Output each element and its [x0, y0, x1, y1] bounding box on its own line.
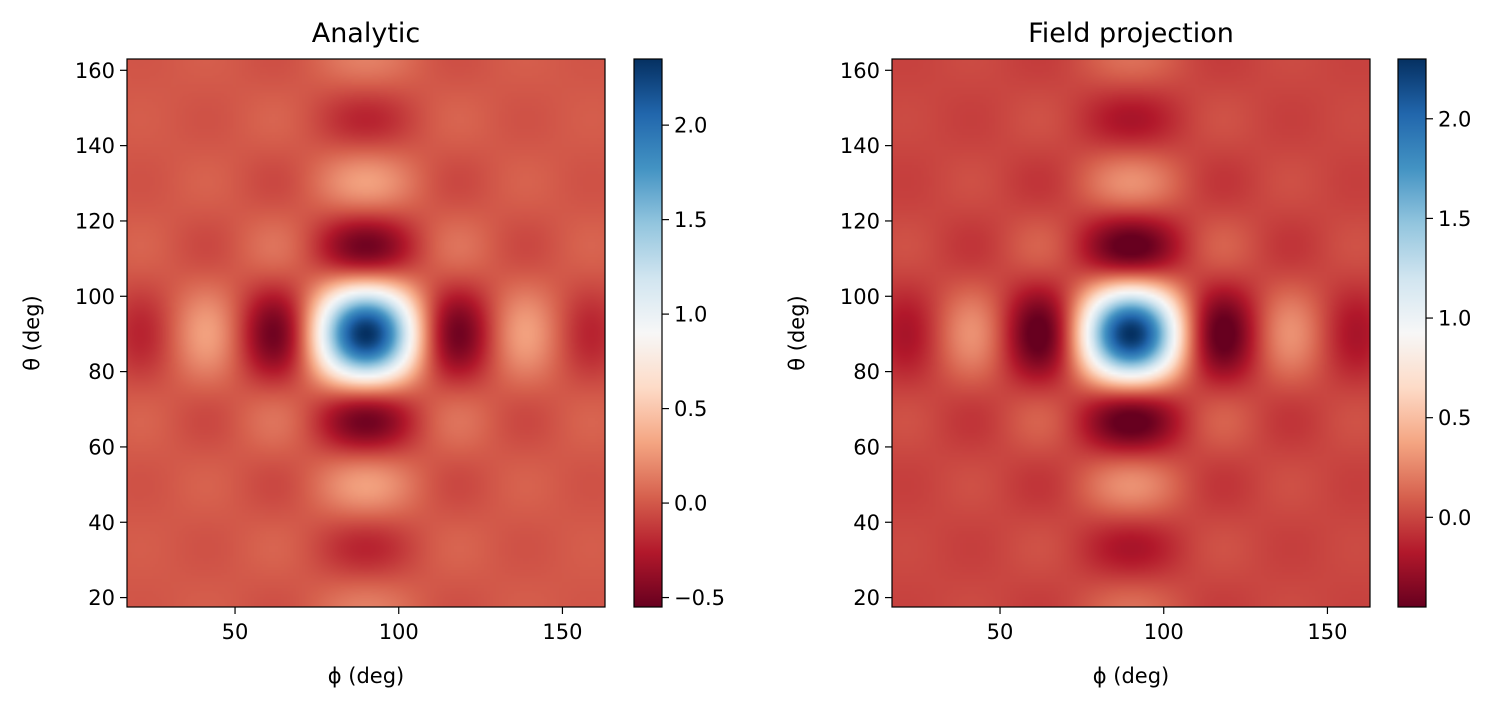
colorbar-tick-label: −0.5 — [674, 586, 725, 610]
heatmap-panel: Analytic 50 100 150 20 40 60 80 100 120 140 160 ϕ (d… — [20, 18, 725, 688]
heatmap-image — [892, 59, 1370, 607]
chart-title: Analytic — [312, 18, 421, 49]
y-tick-label: 160 — [75, 59, 115, 83]
y-tick-label: 80 — [88, 360, 115, 384]
colorbar-tick-label: 1.5 — [1438, 207, 1471, 231]
chart-title: Field projection — [1028, 18, 1234, 49]
y-tick-label: 140 — [75, 134, 115, 158]
axes-frame — [126, 58, 606, 608]
y-tick-label: 40 — [88, 511, 115, 535]
y-tick-label: 20 — [853, 586, 880, 610]
y-tick-label: 160 — [840, 59, 880, 83]
heatmap-panel: Field projection 50 100 150 20 40 60 80 100 120 14… — [785, 18, 1471, 688]
y-tick-label: 120 — [840, 209, 880, 233]
colorbar-tick-label: 0.0 — [1438, 506, 1471, 530]
colorbar-tick-label: 1.5 — [674, 208, 707, 232]
y-tick-label: 140 — [840, 134, 880, 158]
x-tick-label: 50 — [222, 620, 249, 644]
colorbar-tick-label: 0.0 — [674, 492, 707, 516]
y-axis-label: θ (deg) — [785, 295, 809, 371]
colorbar-tick-label: 2.0 — [1438, 107, 1471, 131]
colorbar-tick-label: 1.0 — [1438, 307, 1471, 331]
colorbar-tick-label: 2.0 — [674, 114, 707, 138]
colorbar-tick-label: 1.0 — [674, 303, 707, 327]
y-tick-label: 20 — [88, 586, 115, 610]
x-tick-label: 150 — [1307, 620, 1347, 644]
y-tick-label: 60 — [853, 435, 880, 459]
heatmap-image — [127, 59, 605, 607]
x-axis-label: ϕ (deg) — [1093, 664, 1170, 688]
y-tick-label: 120 — [75, 209, 115, 233]
x-tick-label: 100 — [379, 620, 419, 644]
axes-frame — [891, 58, 1371, 608]
x-tick-label: 150 — [542, 620, 582, 644]
y-tick-label: 40 — [853, 511, 880, 535]
y-tick-label: 100 — [840, 285, 880, 309]
x-axis-label: ϕ (deg) — [328, 664, 405, 688]
y-axis-label: θ (deg) — [20, 295, 44, 371]
colorbar-tick-label: 0.5 — [1438, 406, 1471, 430]
colorbar — [633, 58, 663, 608]
y-tick-label: 60 — [88, 435, 115, 459]
x-tick-label: 50 — [987, 620, 1014, 644]
x-tick-label: 100 — [1144, 620, 1184, 644]
colorbar — [1397, 58, 1427, 608]
y-tick-label: 100 — [75, 285, 115, 309]
colorbar-tick-label: 0.5 — [674, 397, 707, 421]
y-tick-label: 80 — [853, 360, 880, 384]
